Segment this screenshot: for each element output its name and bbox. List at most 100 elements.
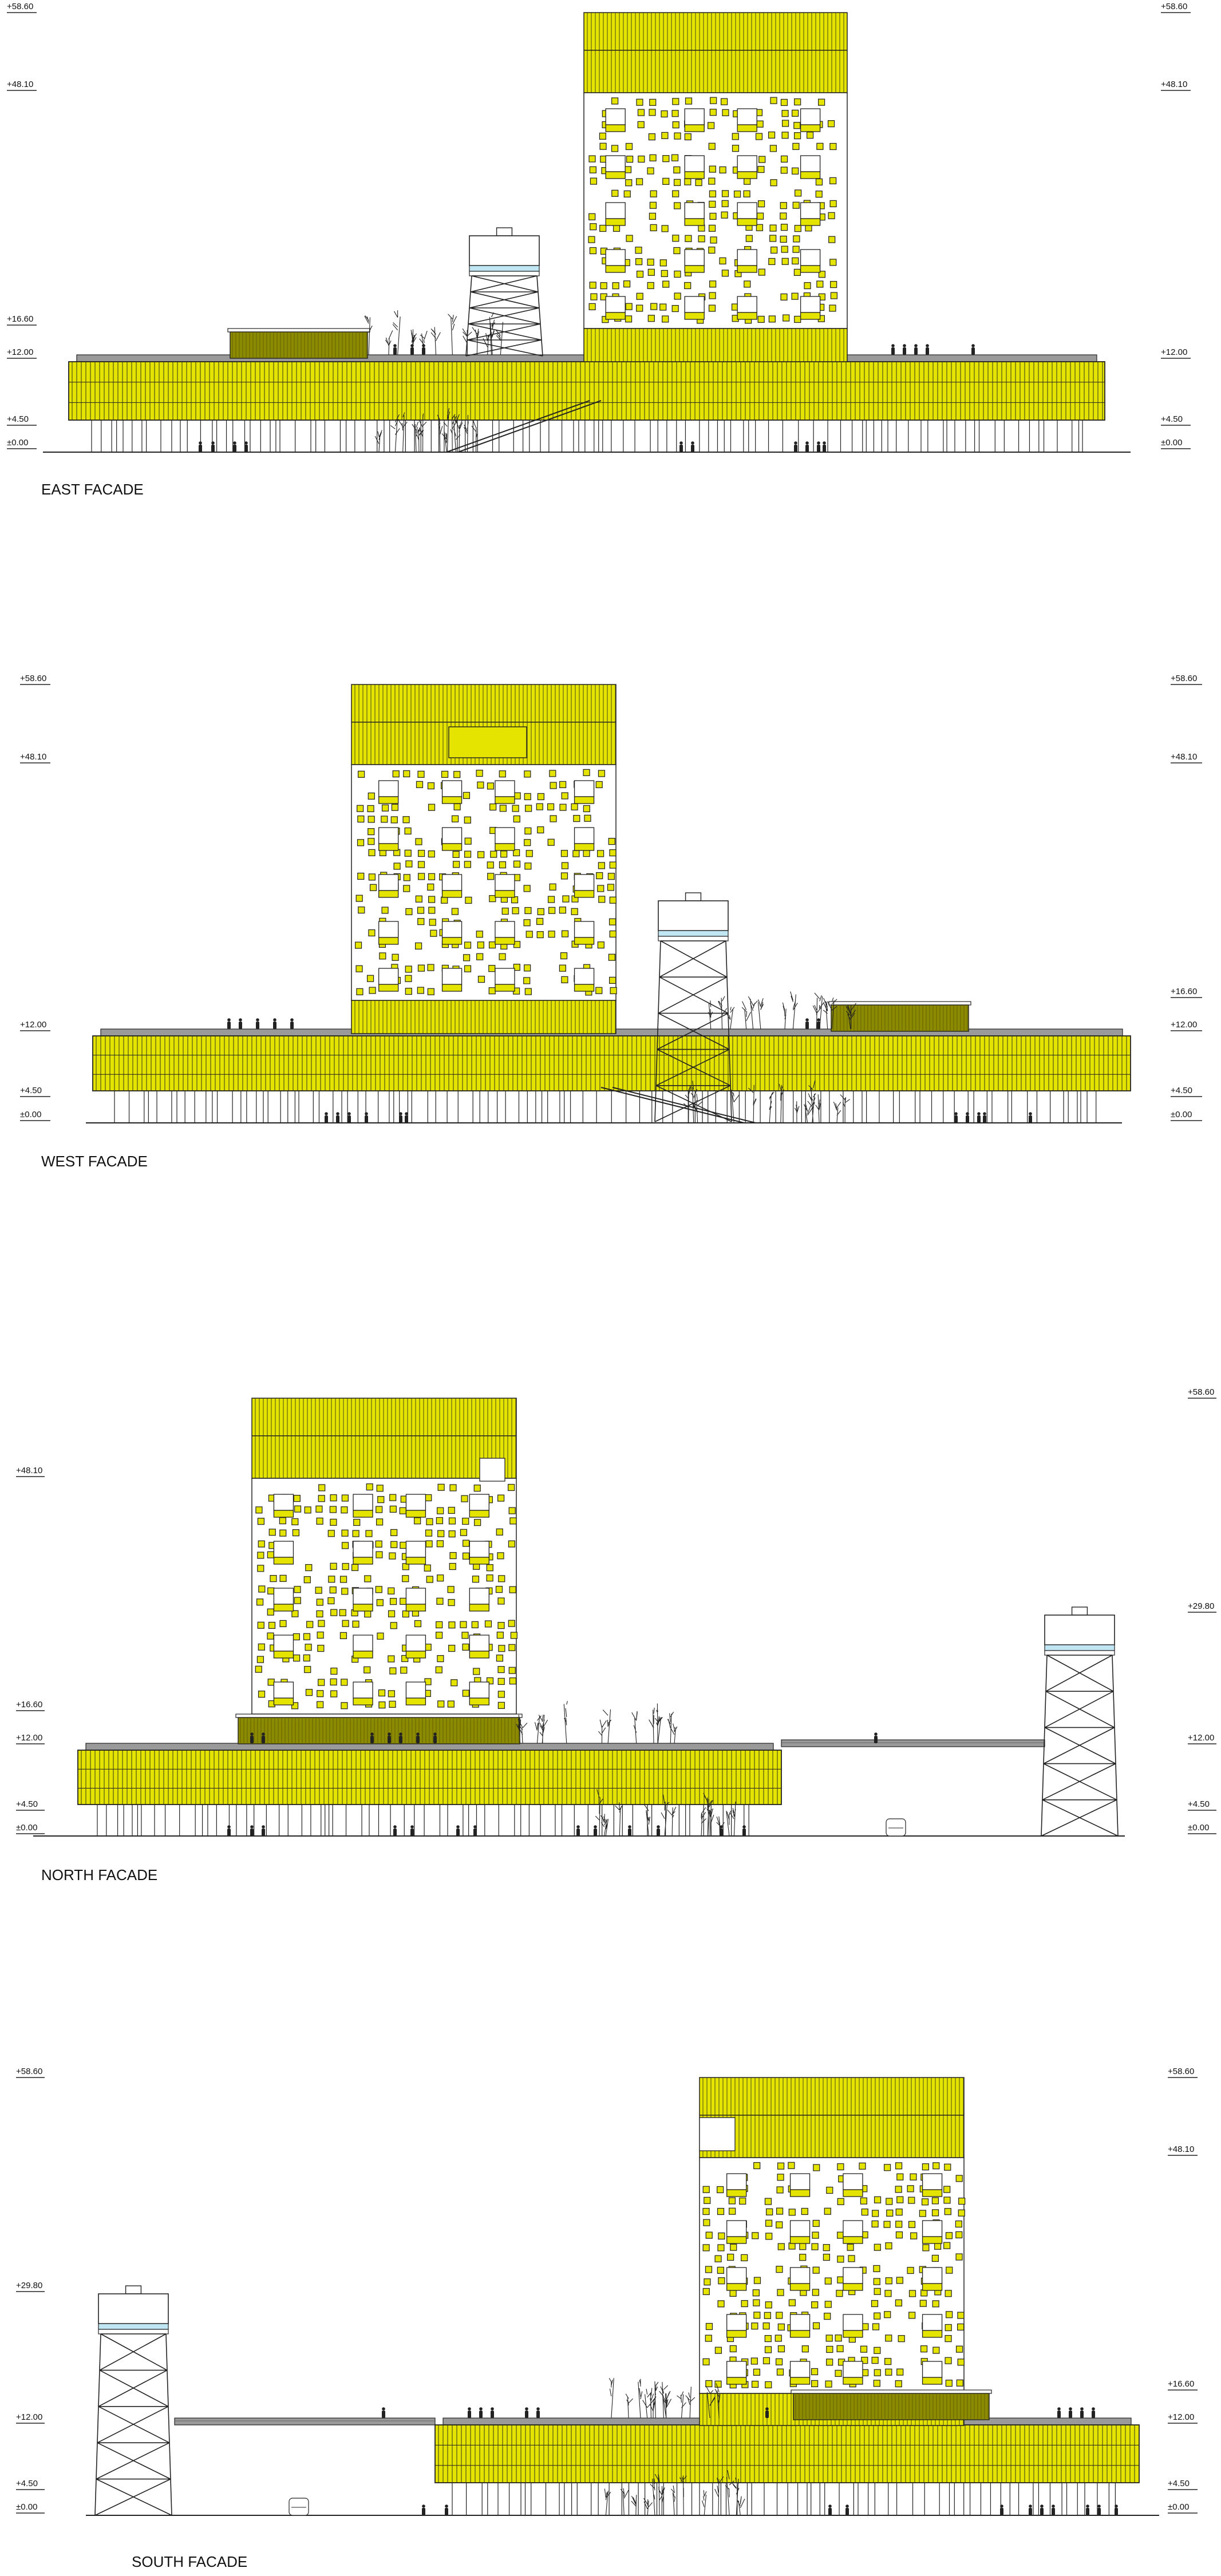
window-shutter bbox=[389, 1494, 397, 1501]
window-shutter bbox=[765, 2381, 772, 2389]
window-shutter bbox=[625, 143, 633, 151]
window-shutter bbox=[368, 816, 375, 823]
loggia-window bbox=[789, 2314, 811, 2331]
window-shutter bbox=[477, 851, 485, 858]
window-shutter bbox=[341, 1702, 348, 1710]
person-head bbox=[1069, 2407, 1072, 2411]
window-shutter bbox=[571, 803, 578, 810]
window-shutter bbox=[389, 1700, 396, 1708]
person-head bbox=[433, 1732, 437, 1736]
window-shutter bbox=[512, 805, 519, 812]
person-head bbox=[983, 1112, 986, 1115]
east-level-left-4: +12.00 bbox=[7, 347, 33, 357]
window-shutter bbox=[836, 2345, 844, 2352]
window-shutter bbox=[596, 872, 603, 880]
window-shutter bbox=[427, 883, 434, 891]
window-shutter bbox=[837, 2276, 844, 2284]
tower-cap bbox=[1071, 1606, 1088, 1616]
window-shutter bbox=[427, 782, 435, 790]
window-shutter bbox=[375, 1586, 382, 1593]
window-shutter bbox=[826, 2345, 833, 2353]
west-level-left-3: +12.00 bbox=[20, 1020, 46, 1030]
south-level-right-3: +16.60 bbox=[1168, 2379, 1194, 2389]
person-head bbox=[576, 1825, 580, 1829]
person-head bbox=[691, 441, 694, 445]
loggia-sill bbox=[684, 265, 705, 273]
window-shutter bbox=[508, 1667, 516, 1674]
window-shutter bbox=[647, 167, 654, 175]
window-shutter bbox=[895, 2162, 903, 2170]
window-shutter bbox=[776, 2368, 784, 2376]
window-shutter bbox=[330, 1690, 338, 1697]
window-shutter bbox=[499, 805, 507, 812]
window-shutter bbox=[368, 929, 376, 937]
window-shutter bbox=[428, 850, 435, 858]
window-shutter bbox=[792, 257, 799, 265]
window-shutter bbox=[684, 282, 691, 290]
lattice-structure bbox=[1041, 1655, 1119, 1837]
window-shutter bbox=[294, 1505, 302, 1513]
window-shutter bbox=[776, 2312, 783, 2319]
window-shutter bbox=[783, 314, 790, 322]
window-shutter bbox=[709, 200, 716, 208]
window-shutter bbox=[436, 1540, 444, 1548]
window-shutter bbox=[817, 98, 825, 106]
window-shutter bbox=[788, 2209, 796, 2216]
window-shutter bbox=[453, 771, 461, 778]
loggia-sill bbox=[800, 265, 821, 273]
window-shutter bbox=[549, 770, 556, 777]
window-shutter bbox=[495, 1585, 503, 1593]
pavilion-wall bbox=[793, 2393, 990, 2420]
window-shutter bbox=[708, 143, 716, 150]
window-shutter bbox=[476, 931, 483, 938]
tower-loggias bbox=[726, 2173, 943, 2385]
tank-base bbox=[469, 271, 540, 276]
person-head bbox=[273, 1018, 276, 1022]
east-level-left-3: +16.60 bbox=[7, 314, 33, 324]
window-shutter bbox=[357, 872, 365, 880]
window-shutter bbox=[368, 792, 375, 800]
east-facade-drawing bbox=[7, 12, 1191, 453]
window-shutter bbox=[812, 2219, 820, 2227]
loggia-sill bbox=[273, 1510, 294, 1518]
window-shutter bbox=[414, 942, 422, 950]
window-shutter bbox=[595, 781, 603, 789]
window-shutter bbox=[777, 2345, 785, 2353]
window-shutter bbox=[729, 2345, 737, 2353]
person-head bbox=[525, 2407, 528, 2411]
window-shutter bbox=[400, 1541, 407, 1549]
person-head bbox=[227, 1825, 231, 1829]
loggia-window bbox=[469, 1588, 489, 1605]
window-shutter bbox=[523, 919, 531, 927]
person-body bbox=[1092, 2411, 1095, 2418]
window-shutter bbox=[721, 211, 728, 219]
window-shutter bbox=[815, 178, 823, 186]
window-shutter bbox=[489, 895, 496, 903]
window-shutter bbox=[896, 2196, 904, 2203]
window-shutter bbox=[830, 292, 838, 299]
window-shutter bbox=[874, 2369, 881, 2376]
window-shutter bbox=[794, 225, 801, 232]
window-shutter bbox=[768, 258, 776, 266]
west-level-left-2: +48.10 bbox=[20, 752, 46, 762]
south-facade-drawing bbox=[16, 2077, 1198, 2516]
loggia-sill bbox=[574, 843, 595, 851]
window-shutter bbox=[562, 895, 570, 903]
window-shutter bbox=[367, 805, 374, 813]
window-shutter bbox=[597, 885, 604, 892]
window-shutter bbox=[907, 2185, 914, 2193]
window-shutter bbox=[341, 1542, 349, 1549]
window-shutter bbox=[945, 2324, 952, 2332]
window-shutter bbox=[610, 987, 617, 995]
window-shutter bbox=[400, 1667, 408, 1674]
loggia-sill bbox=[789, 2377, 811, 2385]
window-shutter bbox=[329, 1506, 337, 1513]
window-shutter bbox=[908, 2290, 916, 2297]
window-shutter bbox=[780, 167, 788, 174]
window-shutter bbox=[607, 873, 615, 880]
loggia-window bbox=[800, 296, 821, 313]
person-head bbox=[845, 2504, 849, 2508]
loggia-sill bbox=[353, 1604, 373, 1612]
tower-crown-ribs bbox=[255, 1398, 516, 1478]
window-shutter bbox=[589, 247, 597, 255]
